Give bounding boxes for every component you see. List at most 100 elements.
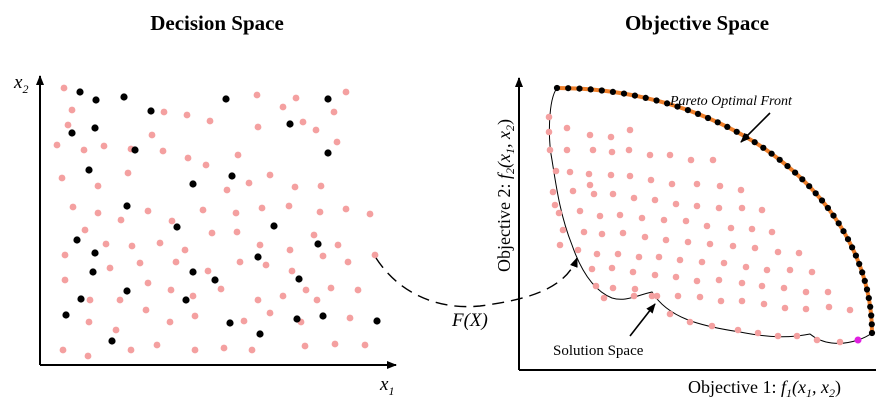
decision-point-pink <box>233 228 241 236</box>
objective-point-pink <box>590 190 598 198</box>
decision-point-black <box>222 95 230 103</box>
pareto-point <box>849 244 856 251</box>
pareto-point <box>653 97 660 104</box>
decision-point-pink <box>61 276 69 284</box>
objective-point-pink <box>545 128 553 136</box>
decision-point-pink <box>189 292 197 300</box>
decision-point-pink <box>167 286 175 294</box>
pareto-front-points <box>553 84 876 337</box>
decision-point-pink <box>117 216 125 224</box>
decision-point-pink <box>61 251 69 259</box>
decision-point-pink <box>253 91 261 99</box>
objective-point-pink <box>802 305 810 313</box>
objective-point-pink <box>600 294 608 302</box>
pareto-point <box>859 269 866 276</box>
objective-point-pink <box>748 225 756 233</box>
decision-point-black <box>182 296 190 304</box>
highlight-point <box>854 336 862 344</box>
objective-point-pink <box>754 329 762 337</box>
pareto-point <box>760 144 767 151</box>
pareto-point <box>856 260 863 268</box>
objective-point-pink <box>720 259 728 267</box>
objective-point-pink <box>607 133 615 141</box>
objective-point-pink <box>795 249 803 257</box>
objective-point-pink <box>737 186 745 194</box>
decision-point-pink <box>85 318 93 326</box>
decision-point-pink <box>208 229 216 237</box>
objective-point-pink <box>647 176 655 184</box>
decision-point-pink <box>144 207 152 215</box>
decision-point-pink <box>159 147 167 155</box>
solution-space-arrow <box>629 303 656 337</box>
decision-point-black <box>73 236 81 244</box>
decision-point-pink <box>279 292 287 300</box>
pareto-point <box>835 220 842 227</box>
decision-point-pink <box>299 118 307 126</box>
objective-point-pink <box>648 292 656 300</box>
objective-point-pink <box>703 222 711 230</box>
decision-point-pink <box>292 94 300 102</box>
pareto-point <box>867 303 874 310</box>
decision-point-pink <box>333 138 341 146</box>
pareto-point <box>830 212 837 219</box>
decision-point-pink <box>156 239 164 247</box>
objective-point-pink <box>802 288 810 296</box>
objective-point-pink <box>559 226 567 234</box>
pareto-point <box>674 103 681 110</box>
objective-point-pink <box>576 207 584 215</box>
objective-space-axes <box>515 77 876 371</box>
pareto-point <box>768 150 775 157</box>
objective-point-pink <box>641 233 649 241</box>
pareto-point <box>852 252 860 259</box>
objective-point-pink <box>825 303 833 311</box>
objective-point-pink <box>715 276 723 284</box>
objective-point-pink <box>693 277 701 285</box>
objective-point-pink <box>786 266 794 274</box>
objective-point-pink <box>781 304 789 312</box>
objective-point-pink <box>668 180 676 188</box>
decision-point-pink <box>191 312 199 320</box>
decision-point-pink <box>142 306 150 314</box>
decision-point-pink <box>100 142 108 150</box>
pareto-point <box>694 110 702 117</box>
objective-point-pink <box>709 156 717 164</box>
decision-point-pink <box>316 208 324 216</box>
decision-point-pink <box>204 267 212 275</box>
pareto-point <box>642 94 649 101</box>
objective-point-pink <box>619 229 627 237</box>
decision-point-black <box>189 180 197 188</box>
decision-point-black <box>92 96 100 104</box>
pareto-point <box>553 84 561 92</box>
decision-point-pink <box>102 240 110 248</box>
objective-point-pink <box>698 258 706 266</box>
objective-point-pink <box>660 216 668 224</box>
decision-point-pink <box>181 246 189 254</box>
objective-point-pink <box>672 273 680 281</box>
objective-point-pink <box>672 200 680 208</box>
decision-point-black <box>85 166 93 174</box>
decision-point-pink <box>136 259 144 267</box>
objective-point-pink <box>674 292 682 300</box>
decision-point-pink <box>124 169 132 177</box>
decision-point-pink <box>94 209 102 217</box>
objective-point-pink <box>793 332 801 340</box>
objective-point-pink <box>629 268 637 276</box>
pareto-point <box>620 90 628 97</box>
decision-point-pink <box>166 318 174 326</box>
decision-point-pink <box>184 154 192 162</box>
objective-point-pink <box>551 201 559 209</box>
decision-point-pink <box>144 279 152 287</box>
decision-point-pink <box>310 231 318 239</box>
objective-x-axis-label: Objective 1: f1(x1, x2) <box>688 377 841 400</box>
objective-point-pink <box>593 250 601 258</box>
decision-point-pink <box>258 204 266 212</box>
objective-point-pink <box>546 146 554 154</box>
objective-point-pink <box>552 167 560 175</box>
decision-point-pink <box>217 285 225 293</box>
decision-point-black <box>324 149 332 157</box>
decision-point-pink <box>371 251 379 259</box>
decision-point-pink <box>160 108 168 116</box>
objective-point-pink <box>586 131 594 139</box>
decision-point-pink <box>168 217 176 225</box>
